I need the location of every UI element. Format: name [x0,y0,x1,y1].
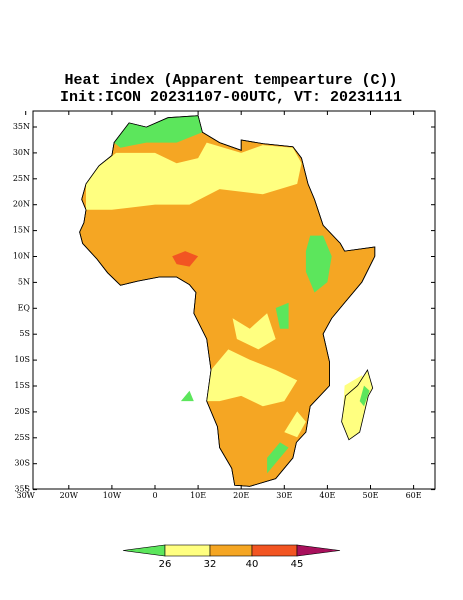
lat-label: 35N [13,122,30,131]
zone-yellow [284,411,306,438]
colorbar-label: 40 [246,559,259,570]
lat-label: 30S [14,459,30,468]
lat-label: 35S [14,485,30,494]
subtitle: Init:ICON 20231107-00UTC, VT: 20231111 [60,89,402,106]
zone-yellow [86,142,302,210]
lat-label: 25N [13,174,30,183]
colorbar-segment [209,544,253,557]
lat-label: 5S [19,329,30,338]
lat-label: EQ [18,303,31,312]
lat-label: 20N [13,200,30,209]
lat-label: 10S [14,355,30,364]
lon-label: 50E [362,491,378,500]
lat-label: 20S [14,407,30,416]
zone-green [114,115,203,148]
colorbar-label: 26 [159,559,172,570]
lon-label: 20W [60,491,79,500]
colorbar-segment [164,544,211,557]
lat-label: 25S [14,433,30,442]
lon-label: 20E [233,491,249,500]
land [79,115,376,487]
lon-label: 10W [103,491,122,500]
lat-label: 15S [14,381,30,390]
title: Heat index (Apparent tempearture (C)) [64,72,397,89]
lon-label: 60E [406,491,422,500]
lon-label: 10E [190,491,206,500]
zone-red [172,251,199,267]
zone-yellow [206,349,298,407]
lat-label: 30N [13,148,30,157]
zone-green [180,390,194,402]
lat-label: 5N [18,277,30,286]
zone-green [267,442,289,474]
zone-green [275,302,289,329]
lon-label: 30W [16,491,35,500]
lon-label: 30E [276,491,292,500]
colorbar-label: 45 [291,559,304,570]
lon-label: 40E [319,491,335,500]
colorbar-low [122,544,166,557]
zone-green [305,235,332,293]
zone-yellow [232,313,276,350]
colorbar-label: 32 [204,559,217,570]
lat-label: 10N [13,252,30,261]
colorbar-high [296,544,341,557]
madagascar-green [359,385,370,407]
africa-outline [79,115,376,487]
lon-label: 0 [152,491,157,500]
colorbar-segment [251,544,298,557]
lat-label: 15N [13,226,30,235]
